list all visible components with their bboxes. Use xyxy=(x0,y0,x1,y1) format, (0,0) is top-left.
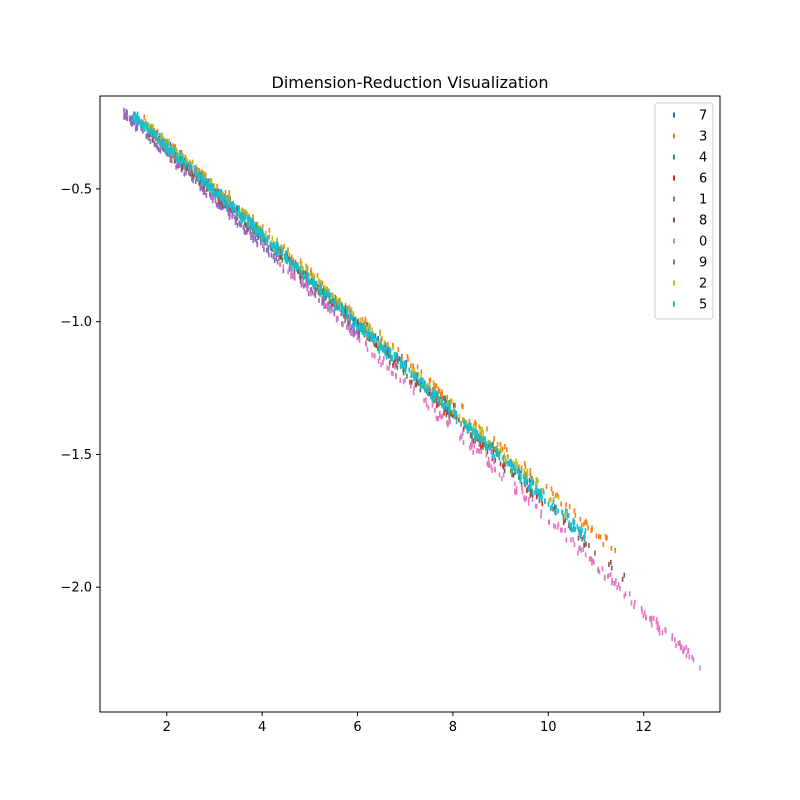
y-tick-label: −1.0 xyxy=(60,315,92,330)
series-5 xyxy=(132,111,587,543)
legend-item-3: 3 xyxy=(673,130,707,145)
plot-frame xyxy=(99,95,721,713)
y-tick-label: −2.0 xyxy=(60,581,92,596)
legend-label: 5 xyxy=(699,298,707,313)
legend-item-6: 6 xyxy=(673,172,707,187)
legend-label: 7 xyxy=(699,109,707,124)
x-tick-label: 6 xyxy=(353,720,361,735)
legend-label: 9 xyxy=(699,256,707,271)
legend-label: 1 xyxy=(699,193,707,208)
legend-item-7: 7 xyxy=(673,109,707,124)
chart-title: Dimension-Reduction Visualization xyxy=(272,73,549,92)
x-tick-label: 2 xyxy=(163,720,171,735)
legend-item-5: 5 xyxy=(673,298,707,313)
scatter-points xyxy=(123,107,701,671)
series-3 xyxy=(142,114,617,553)
series-0 xyxy=(262,241,701,671)
legend: 7 3 4 6 1 8 0 9 2 5 xyxy=(654,102,714,320)
x-tick-label: 8 xyxy=(449,720,457,735)
legend-label: 2 xyxy=(699,277,707,292)
legend-label: 3 xyxy=(699,130,707,145)
legend-label: 8 xyxy=(699,214,707,229)
legend-item-1: 1 xyxy=(673,193,707,208)
legend-item-0: 0 xyxy=(673,235,707,250)
legend-item-9: 9 xyxy=(673,256,707,271)
legend-item-8: 8 xyxy=(673,214,707,229)
x-tick-label: 12 xyxy=(635,720,652,735)
x-tick-label: 4 xyxy=(258,720,266,735)
x-tick-label: 10 xyxy=(540,720,557,735)
legend-label: 4 xyxy=(699,151,707,166)
axes: 2 4 6 8 10 12−0.5−1.0−1.5−2.0 xyxy=(60,95,721,735)
legend-box xyxy=(654,102,714,320)
legend-item-4: 4 xyxy=(673,151,707,166)
legend-label: 0 xyxy=(699,235,707,250)
legend-item-2: 2 xyxy=(673,277,707,292)
legend-label: 6 xyxy=(699,172,707,187)
y-tick-label: −1.5 xyxy=(60,448,92,463)
y-tick-label: −0.5 xyxy=(60,182,92,197)
